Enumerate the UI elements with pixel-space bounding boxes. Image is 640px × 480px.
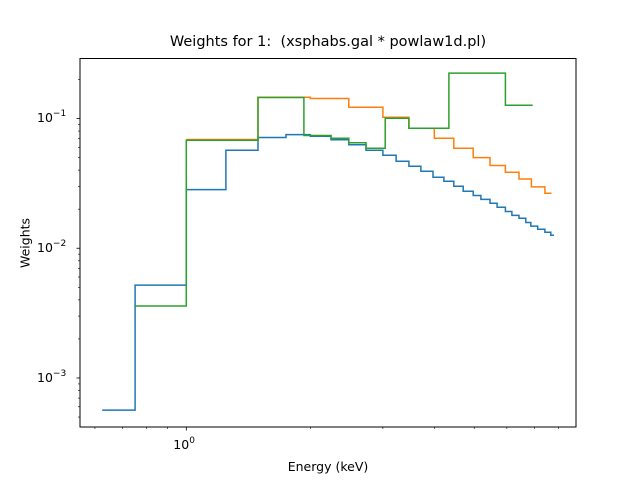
y-tick-label: 10−1 bbox=[37, 109, 67, 126]
series-group bbox=[102, 72, 554, 411]
x-tick-label: 100 bbox=[173, 436, 195, 452]
series-line-3 bbox=[135, 72, 533, 307]
y-axis-label: Weights bbox=[17, 217, 33, 269]
series-line-2 bbox=[186, 96, 552, 195]
x-axis-label: Energy (keV) bbox=[287, 459, 369, 474]
chart-title: Weights for 1: (xsphabs.gal * powlaw1d.p… bbox=[169, 34, 487, 50]
series-line-1 bbox=[102, 133, 554, 411]
y-tick-label: 10−3 bbox=[37, 368, 67, 385]
axes-frame bbox=[79, 58, 577, 428]
plot-area bbox=[80, 58, 576, 427]
y-tick-label: 10−2 bbox=[37, 239, 67, 256]
